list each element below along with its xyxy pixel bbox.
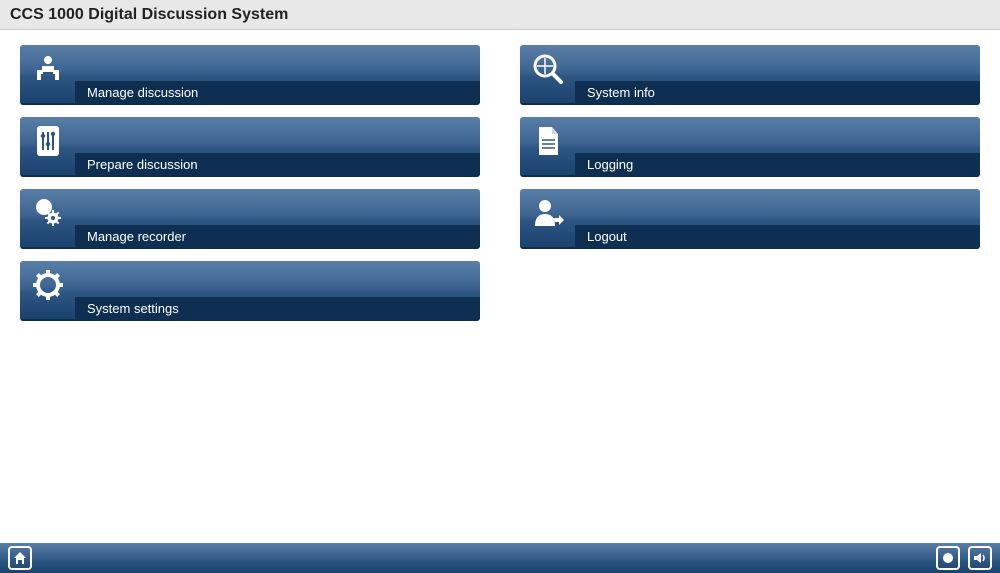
record-gear-icon (30, 195, 66, 231)
tile-label: Prepare discussion (75, 153, 480, 175)
tile-prepare-discussion[interactable]: Prepare discussion (20, 117, 480, 177)
record-icon (940, 550, 956, 566)
tile-logging[interactable]: Logging (520, 117, 980, 177)
footer-bar (0, 543, 1000, 573)
tile-manage-discussion[interactable]: Manage discussion (20, 45, 480, 105)
record-button[interactable] (936, 546, 960, 570)
home-icon (12, 550, 28, 566)
volume-icon (972, 550, 988, 566)
document-icon (530, 123, 566, 159)
tile-system-settings[interactable]: System settings (20, 261, 480, 321)
tile-label: System info (575, 81, 980, 103)
tile-label: System settings (75, 297, 480, 319)
volume-button[interactable] (968, 546, 992, 570)
home-button[interactable] (8, 546, 32, 570)
sliders-icon (30, 123, 66, 159)
tile-label: Manage discussion (75, 81, 480, 103)
magnifier-icon (530, 51, 566, 87)
gear-icon (30, 267, 66, 303)
tile-manage-recorder[interactable]: Manage recorder (20, 189, 480, 249)
tile-logout[interactable]: Logout (520, 189, 980, 249)
logout-icon (530, 195, 566, 231)
page-title: CCS 1000 Digital Discussion System (10, 6, 288, 24)
tile-label: Manage recorder (75, 225, 480, 247)
app-header: CCS 1000 Digital Discussion System (0, 0, 1000, 30)
discussion-icon (30, 51, 66, 87)
tile-label: Logout (575, 225, 980, 247)
tile-system-info[interactable]: System info (520, 45, 980, 105)
main-menu-grid: Manage discussion System info (0, 30, 1000, 321)
tile-label: Logging (575, 153, 980, 175)
